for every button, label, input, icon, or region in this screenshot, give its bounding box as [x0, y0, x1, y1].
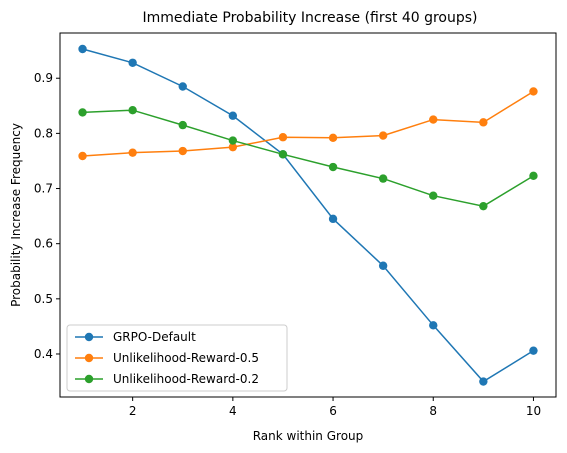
data-point — [278, 150, 288, 159]
data-point — [228, 142, 238, 152]
data-point — [429, 191, 438, 200]
y-tick-label: 0.8 — [34, 126, 53, 140]
series-line — [82, 109, 534, 207]
data-point — [479, 118, 488, 127]
x-tick-label: 4 — [229, 404, 237, 418]
legend-frame — [66, 324, 288, 392]
y-tick-label: 0.6 — [34, 237, 53, 251]
series-unlikelihood-reward-0-2 — [78, 106, 538, 211]
data-point — [178, 82, 187, 91]
plot-area-frame — [59, 32, 557, 398]
data-point — [78, 44, 87, 54]
data-point — [429, 115, 438, 124]
data-point — [78, 108, 87, 117]
legend-label: GRPO-Default — [113, 330, 196, 344]
data-point — [178, 146, 187, 156]
chart-title: Immediate Probability Increase (first 40… — [142, 10, 477, 26]
data-point — [378, 174, 388, 183]
series-unlikelihood-reward-0-5 — [78, 87, 538, 161]
data-point — [328, 214, 338, 224]
data-point — [228, 111, 238, 120]
legend-marker — [84, 374, 94, 384]
data-point — [178, 120, 187, 130]
data-point — [529, 87, 538, 96]
data-point — [529, 346, 538, 355]
y-tick-label: 0.5 — [34, 292, 53, 306]
data-point — [529, 171, 538, 181]
data-point — [378, 131, 388, 140]
data-point — [78, 151, 87, 161]
legend-marker — [84, 353, 94, 363]
legend-item: GRPO-Default — [75, 330, 196, 344]
series-grpo-default — [78, 44, 538, 386]
series-layer — [78, 44, 538, 386]
data-point — [128, 58, 137, 67]
y-axis-label: Probability Increase Frequency — [9, 123, 23, 307]
x-tick-label: 8 — [429, 404, 437, 418]
legend-label: Unlikelihood-Reward-0.5 — [113, 351, 259, 365]
data-point — [228, 136, 238, 145]
data-point — [378, 261, 388, 270]
x-tick-label: 6 — [329, 404, 337, 418]
x-tick-label: 2 — [129, 404, 137, 418]
x-tick-label: 10 — [526, 404, 541, 418]
data-point — [278, 133, 288, 142]
y-tick-label: 0.7 — [34, 182, 53, 196]
data-point — [328, 133, 338, 142]
x-axis: 2 4 6 8 10 — [129, 397, 541, 418]
data-point — [328, 162, 338, 172]
legend-item: Unlikelihood-Reward-0.5 — [75, 351, 259, 365]
x-axis-label: Rank within Group — [253, 429, 364, 443]
data-point — [128, 106, 137, 115]
series-line — [82, 90, 534, 157]
data-point — [429, 321, 438, 330]
legend: GRPO-Default Unlikelihood-Reward-0.5 Unlik… — [66, 324, 288, 392]
legend-label: Unlikelihood-Reward-0.2 — [113, 372, 259, 386]
data-point — [479, 377, 488, 386]
legend-marker — [84, 332, 94, 342]
y-axis: 0.4 0.5 0.6 0.7 0.8 0.9 — [34, 71, 60, 361]
y-tick-label: 0.9 — [34, 71, 53, 85]
y-tick-label: 0.4 — [34, 347, 53, 361]
series-line — [82, 48, 534, 383]
data-point — [479, 201, 488, 211]
legend-item: Unlikelihood-Reward-0.2 — [75, 372, 259, 386]
data-point — [128, 148, 137, 157]
